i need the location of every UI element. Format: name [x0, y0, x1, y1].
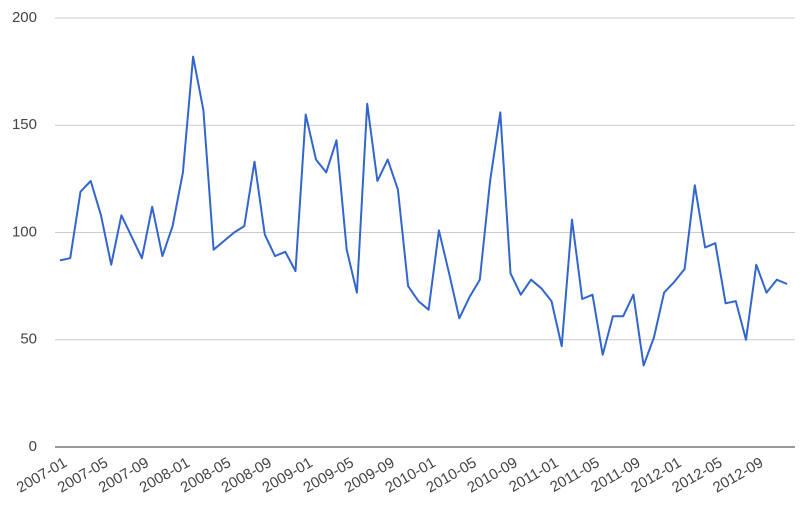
y-tick-label: 150	[12, 116, 37, 133]
y-tick-label: 50	[20, 331, 37, 348]
y-tick-label: 100	[12, 223, 37, 240]
data-line	[59, 55, 788, 367]
y-tick-label: 200	[12, 9, 37, 26]
y-tick-label: 0	[29, 438, 37, 455]
